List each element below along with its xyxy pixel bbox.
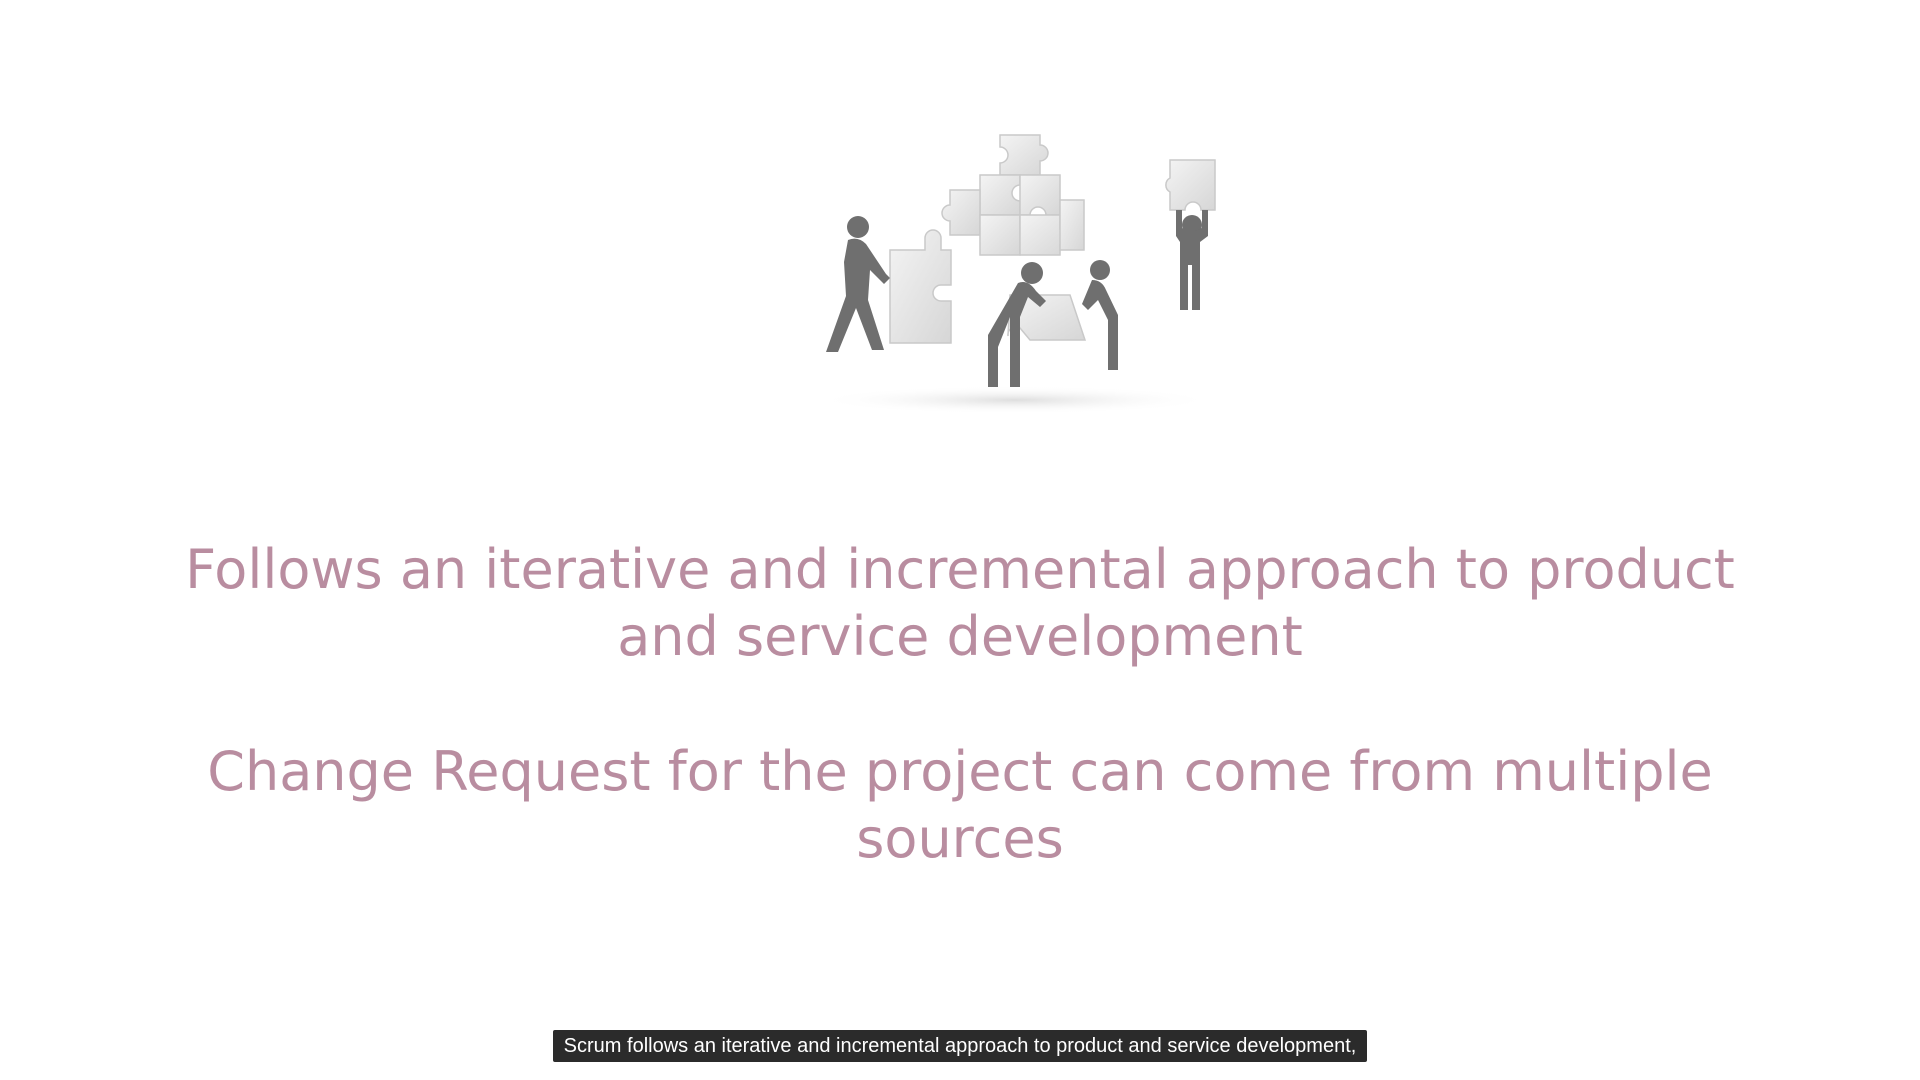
bullet-line: sources [856,807,1064,870]
bullet-change-request: Change Request for the project can come … [0,738,1920,872]
bullet-line: Change Request for the project can come … [207,740,1713,803]
subtitle-container: Scrum follows an iterative and increment… [0,1030,1920,1062]
bullet-iterative-approach: Follows an iterative and incremental app… [0,536,1920,670]
video-subtitle: Scrum follows an iterative and increment… [552,1030,1368,1062]
bullet-line: Follows an iterative and incremental app… [185,538,1735,601]
teamwork-puzzle-figures-icon [815,134,1216,414]
bullet-line: and service development [617,605,1303,668]
